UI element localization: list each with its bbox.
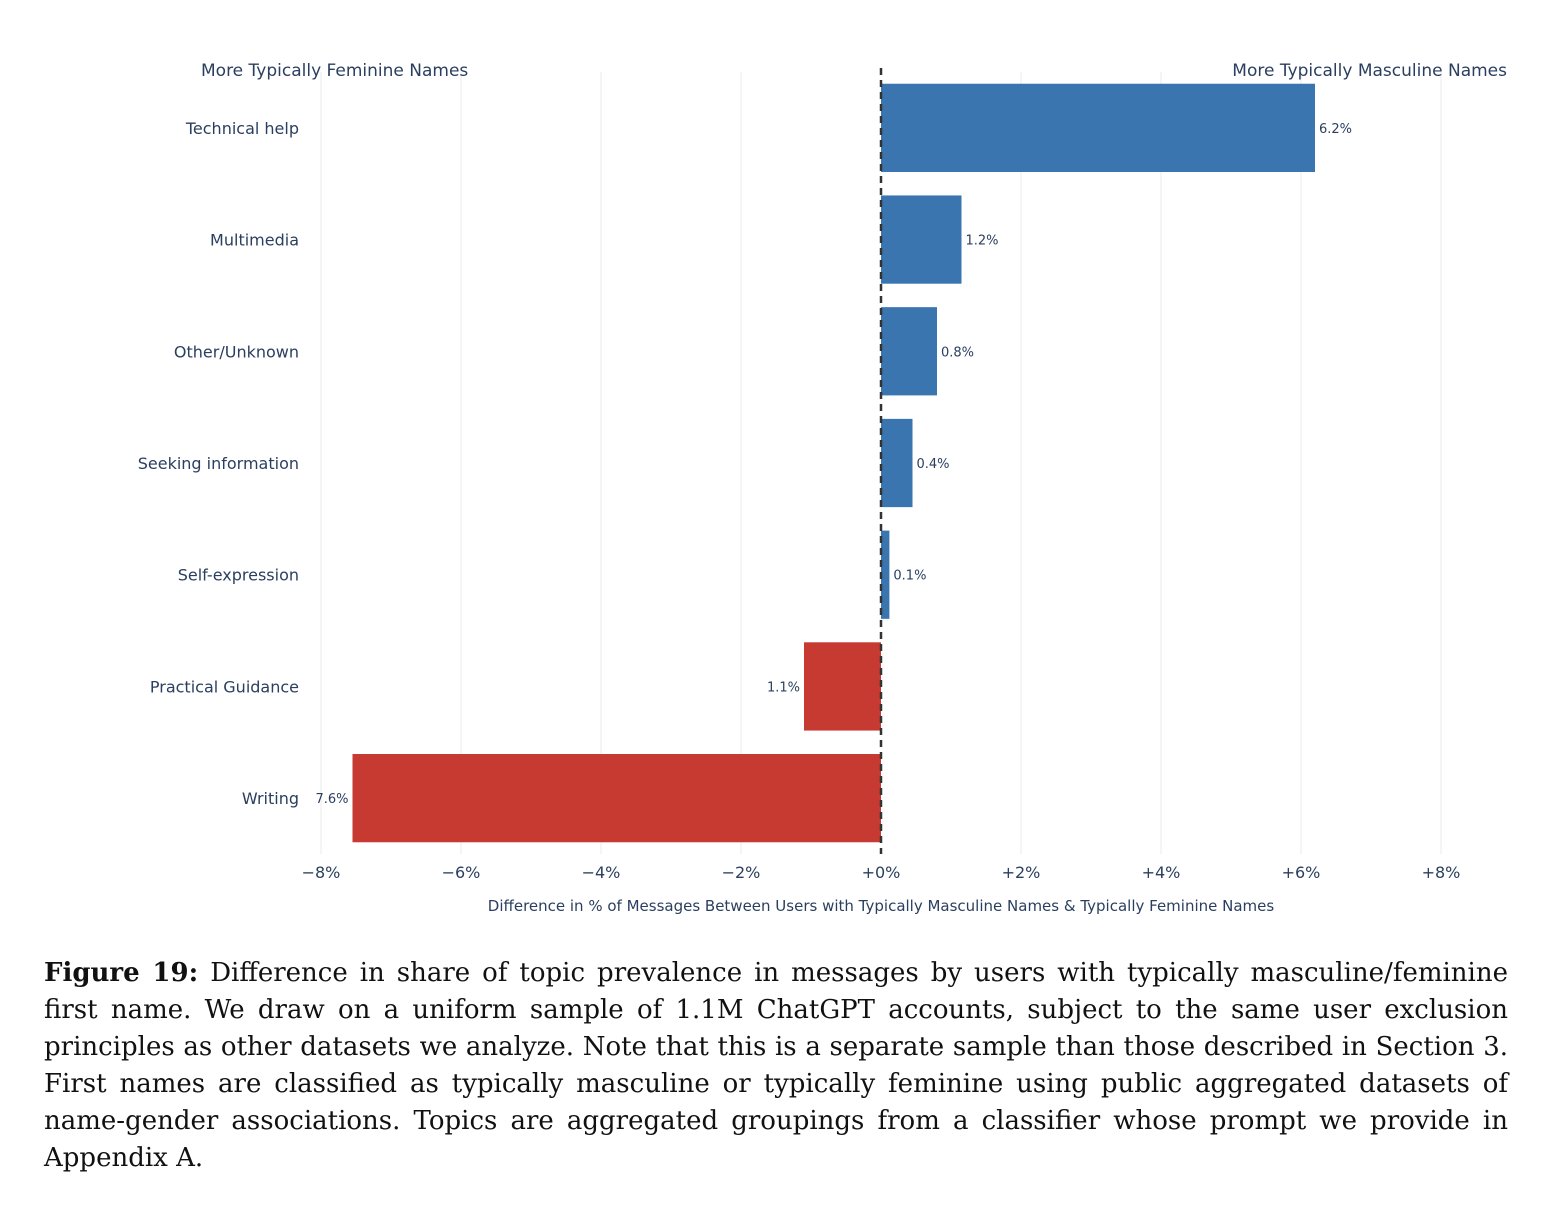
caption-text: Difference in share of topic prevalence … (44, 958, 1508, 1173)
data-label: 6.2% (1319, 122, 1352, 137)
data-label: 0.1% (893, 569, 926, 584)
x-tick-label: −2% (722, 863, 761, 882)
x-tick-label: −6% (442, 863, 481, 882)
x-tick-label: −8% (302, 863, 341, 882)
data-label: 0.8% (941, 345, 974, 360)
bar (804, 642, 881, 731)
bar (881, 530, 890, 619)
bar (352, 754, 881, 843)
bar (881, 307, 937, 396)
data-label: 0.4% (917, 457, 950, 472)
bar (881, 418, 913, 508)
bar (881, 83, 1315, 172)
category-label: Seeking information (138, 454, 299, 473)
category-label: Other/Unknown (174, 342, 299, 361)
data-label: 1.1% (767, 680, 800, 695)
bar (881, 195, 962, 284)
labels: −8% −6% −4% −2% +0% +2% +4% +6% +8% Technical hel… (138, 119, 1461, 882)
category-label: Self-expression (178, 566, 299, 585)
x-tick-label: +4% (1142, 863, 1181, 882)
x-tick-label: +8% (1422, 863, 1461, 882)
grid-lines (320, 72, 1442, 854)
masculine-names-label: More Typically Masculine Names (1232, 61, 1507, 81)
feminine-names-label: More Typically Feminine Names (201, 61, 468, 81)
data-label: 1.2% (966, 234, 999, 249)
category-label: Technical help (185, 119, 299, 138)
x-tick-label: +0% (862, 863, 901, 882)
x-tick-label: −4% (582, 863, 621, 882)
category-label: Practical Guidance (150, 677, 299, 696)
category-label: Writing (242, 789, 299, 808)
figure-label: Figure 19: (44, 958, 199, 988)
category-label: Multimedia (210, 231, 299, 250)
x-tick-label: +6% (1282, 863, 1321, 882)
x-axis-title: Difference in % of Messages Between User… (488, 897, 1275, 915)
bars (352, 83, 1315, 843)
x-tick-label: +2% (1002, 863, 1041, 882)
topic-gender-bar-chart: −8% −6% −4% −2% +0% +2% +4% +6% +8% Technical hel… (138, 61, 1507, 915)
data-label: 7.6% (315, 792, 348, 807)
figure-caption: Figure 19: Difference in share of topic … (44, 955, 1508, 1177)
